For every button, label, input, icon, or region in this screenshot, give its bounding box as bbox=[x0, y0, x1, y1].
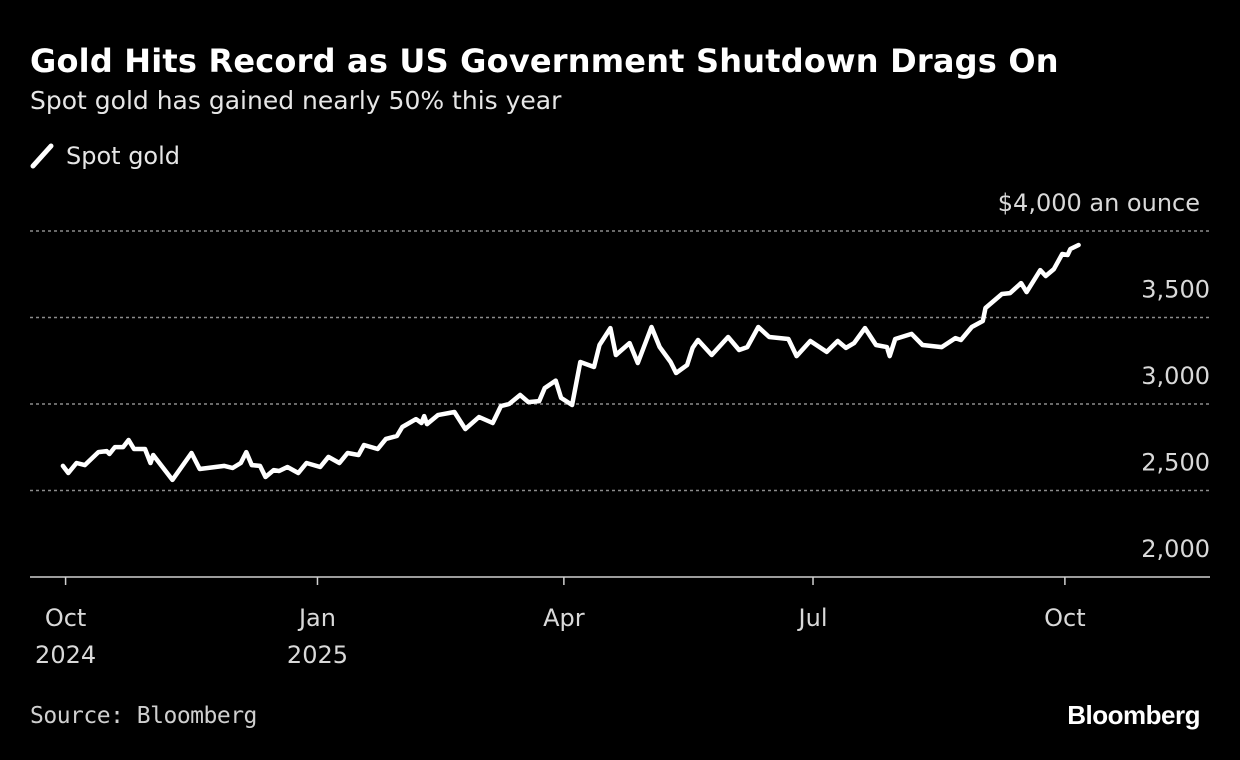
x-tick-label: Jul bbox=[797, 604, 828, 632]
y-tick-label: 2,500 bbox=[1141, 449, 1210, 477]
x-tick-year-label: 2024 bbox=[35, 641, 96, 669]
legend-line-swatch-icon bbox=[30, 143, 54, 169]
x-tick-year-label: 2025 bbox=[287, 641, 348, 669]
chart-subtitle: Spot gold has gained nearly 50% this yea… bbox=[30, 86, 562, 115]
bloomberg-logo: Bloomberg bbox=[1067, 700, 1200, 730]
source-note: Source: Bloomberg bbox=[30, 703, 257, 729]
x-tick-label: Oct bbox=[45, 604, 87, 632]
chart-title: Gold Hits Record as US Government Shutdo… bbox=[30, 42, 1059, 80]
x-tick-label: Oct bbox=[1044, 604, 1086, 632]
y-tick-label: 3,000 bbox=[1141, 362, 1210, 390]
x-tick-label: Apr bbox=[543, 604, 585, 632]
legend-label: Spot gold bbox=[66, 142, 181, 170]
legend: Spot gold bbox=[30, 142, 180, 170]
y-tick-label: 2,000 bbox=[1141, 535, 1210, 563]
y-tick-label: 3,500 bbox=[1141, 276, 1210, 304]
y-tick-label: $4,000 an ounce bbox=[998, 189, 1200, 217]
series-line-spot-gold bbox=[60, 242, 1081, 483]
x-tick-label: Jan bbox=[297, 604, 336, 632]
